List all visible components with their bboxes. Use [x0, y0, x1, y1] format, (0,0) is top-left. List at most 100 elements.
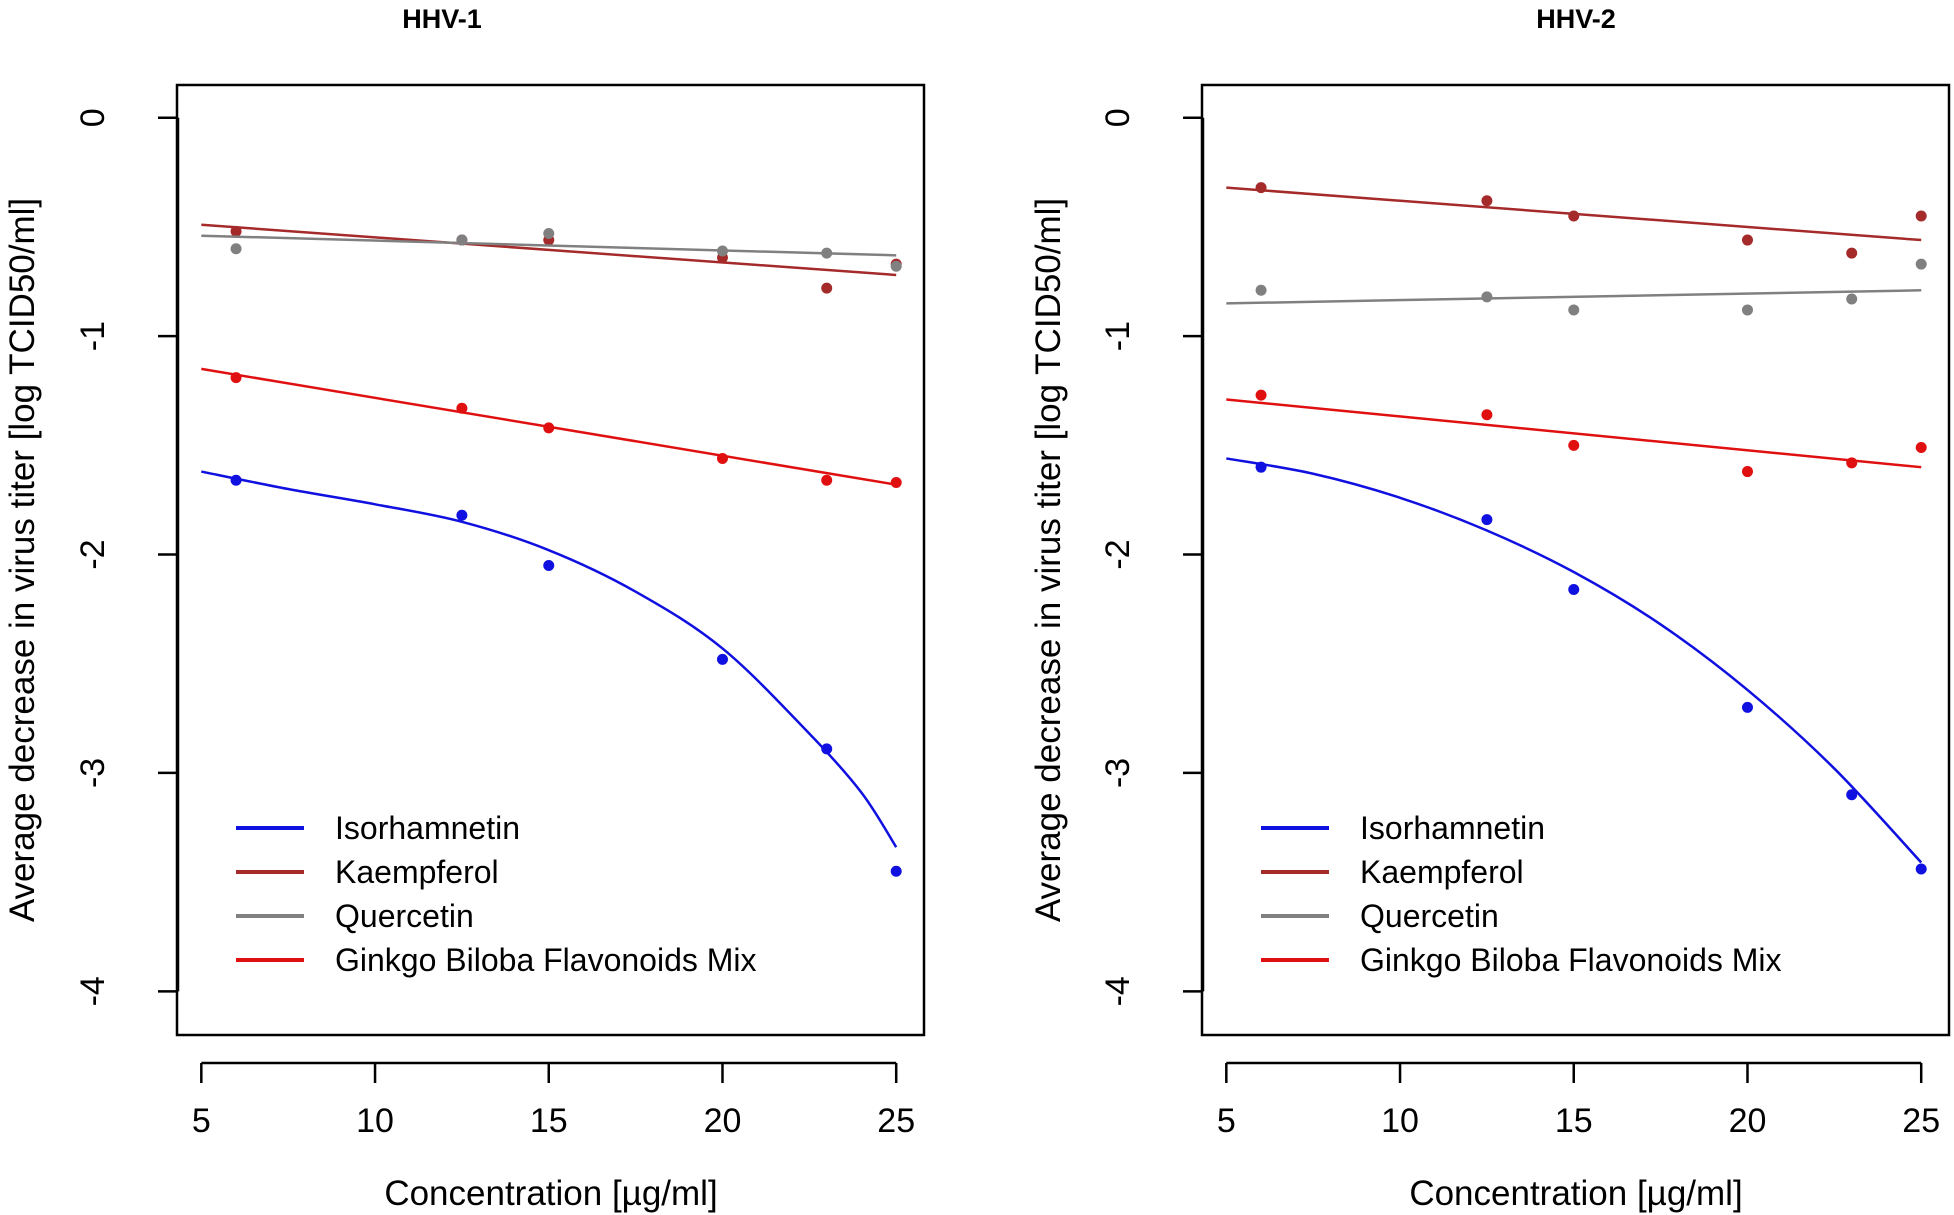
series-kaempferol	[1226, 182, 1927, 259]
series-isorhamnetin	[1226, 457, 1927, 875]
legend-item-quercetin: Quercetin	[236, 898, 474, 934]
x-tick-label: 20	[1729, 1102, 1767, 1140]
y-tick-label: -4	[1099, 976, 1137, 1006]
data-point	[1255, 389, 1267, 401]
data-point	[1846, 789, 1858, 801]
y-tick-label: -2	[1099, 539, 1137, 569]
data-point	[821, 474, 833, 486]
data-point	[1568, 439, 1580, 451]
data-point	[1915, 258, 1927, 270]
legend-item-ginkgo-biloba-flavonoids-mix: Ginkgo Biloba Flavonoids Mix	[1261, 942, 1782, 978]
data-point	[1741, 701, 1753, 713]
data-point	[1255, 182, 1267, 194]
legend-label: Kaempferol	[335, 854, 499, 890]
data-point	[1255, 284, 1267, 296]
data-point	[1846, 247, 1858, 259]
legend: Isorhamnetin Kaempferol Quercetin Ginkgo Bi…	[236, 810, 757, 978]
data-point	[543, 422, 555, 434]
y-tick-label: -2	[74, 539, 112, 569]
x-axis: 5 10 15 20 25	[192, 1061, 915, 1140]
x-tick-label: 10	[356, 1102, 394, 1140]
x-axis-title: Concentration [µg/ml]	[384, 1174, 717, 1213]
data-point	[821, 247, 833, 259]
x-axis-title: Concentration [µg/ml]	[1409, 1174, 1742, 1213]
data-point	[1568, 210, 1580, 222]
series-quercetin	[1226, 258, 1927, 316]
panel-title: HHV-2	[1536, 4, 1616, 34]
legend-item-ginkgo-biloba-flavonoids-mix: Ginkgo Biloba Flavonoids Mix	[236, 942, 757, 978]
data-point	[1568, 583, 1580, 595]
x-tick-label: 25	[877, 1102, 915, 1140]
data-point	[821, 282, 833, 294]
y-tick-label: 0	[1099, 108, 1137, 127]
plot-area: 5 10 15 20 25 0 -1 -2 -3 -4 Isorhamnetin Kaempferol…	[74, 108, 915, 1140]
x-tick-label: 15	[1555, 1102, 1593, 1140]
legend-label: Isorhamnetin	[1360, 810, 1545, 846]
fit-line	[201, 223, 897, 277]
panel-title: HHV-1	[402, 4, 482, 34]
data-point	[1915, 210, 1927, 222]
legend-label: Isorhamnetin	[335, 810, 520, 846]
legend-item-kaempferol: Kaempferol	[1261, 854, 1524, 890]
data-point	[456, 402, 468, 414]
data-point	[890, 865, 902, 877]
data-point	[1255, 461, 1267, 473]
legend-label: Quercetin	[1360, 898, 1499, 934]
series-ginkgo-biloba-flavonoids-mix	[1226, 389, 1927, 478]
legend: Isorhamnetin Kaempferol Quercetin Ginkgo Bi…	[1261, 810, 1782, 978]
data-point	[1481, 514, 1493, 526]
y-axis: 0 -1 -2 -3 -4	[1099, 108, 1205, 1006]
y-tick-label: -4	[74, 976, 112, 1006]
y-tick-label: -1	[1099, 321, 1137, 351]
data-point	[543, 559, 555, 571]
data-point	[230, 243, 242, 255]
fit-line	[1226, 289, 1922, 305]
data-point	[1481, 195, 1493, 207]
data-point	[1481, 409, 1493, 421]
y-tick-label: -1	[74, 321, 112, 351]
series-quercetin	[201, 228, 902, 272]
y-axis-title: Average decrease in virus titer [log TCI…	[1029, 198, 1068, 922]
fit-line	[1226, 398, 1922, 469]
x-tick-label: 15	[530, 1102, 568, 1140]
data-point	[1915, 863, 1927, 875]
x-tick-label: 25	[1902, 1102, 1940, 1140]
data-point	[1741, 466, 1753, 478]
data-point	[716, 452, 728, 464]
legend-item-isorhamnetin: Isorhamnetin	[236, 810, 520, 846]
plot-frame	[1200, 83, 1951, 1037]
legend-item-isorhamnetin: Isorhamnetin	[1261, 810, 1545, 846]
legend-label: Ginkgo Biloba Flavonoids Mix	[1360, 942, 1782, 978]
plot-frame	[175, 83, 926, 1037]
data-point	[821, 743, 833, 755]
fit-line	[1226, 457, 1923, 864]
series-isorhamnetin	[201, 470, 902, 877]
data-point	[1568, 304, 1580, 316]
data-point	[456, 234, 468, 246]
y-tick-label: -3	[74, 758, 112, 788]
y-tick-label: 0	[74, 108, 112, 127]
y-tick-label: -3	[1099, 758, 1137, 788]
data-point	[230, 225, 242, 237]
legend-label: Quercetin	[335, 898, 474, 934]
fit-line	[201, 470, 898, 848]
y-axis: 0 -1 -2 -3 -4	[74, 108, 180, 1006]
legend-label: Ginkgo Biloba Flavonoids Mix	[335, 942, 757, 978]
x-tick-label: 20	[704, 1102, 742, 1140]
panel-hhv-1: HHV-1 5 10 15 20 25 0 -1 -2 -3 -4 Isorhamnetin Kaem…	[3, 4, 926, 1213]
legend-item-kaempferol: Kaempferol	[236, 854, 499, 890]
data-point	[716, 245, 728, 257]
legend-item-quercetin: Quercetin	[1261, 898, 1499, 934]
data-point	[230, 372, 242, 384]
data-point	[456, 509, 468, 521]
y-axis-title: Average decrease in virus titer [log TCI…	[3, 198, 42, 922]
legend-label: Kaempferol	[1360, 854, 1524, 890]
data-point	[1741, 234, 1753, 246]
data-point	[230, 474, 242, 486]
data-point	[1846, 293, 1858, 305]
x-tick-label: 5	[192, 1102, 211, 1140]
series-ginkgo-biloba-flavonoids-mix	[201, 367, 902, 488]
data-point	[1741, 304, 1753, 316]
data-point	[890, 260, 902, 272]
